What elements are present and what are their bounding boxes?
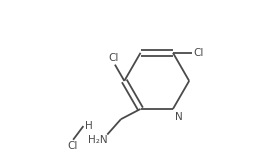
Text: Cl: Cl <box>194 48 204 58</box>
Text: Cl: Cl <box>108 53 119 63</box>
Text: Cl: Cl <box>67 142 77 151</box>
Text: H: H <box>85 121 93 131</box>
Text: H₂N: H₂N <box>88 135 108 145</box>
Text: N: N <box>175 111 183 122</box>
